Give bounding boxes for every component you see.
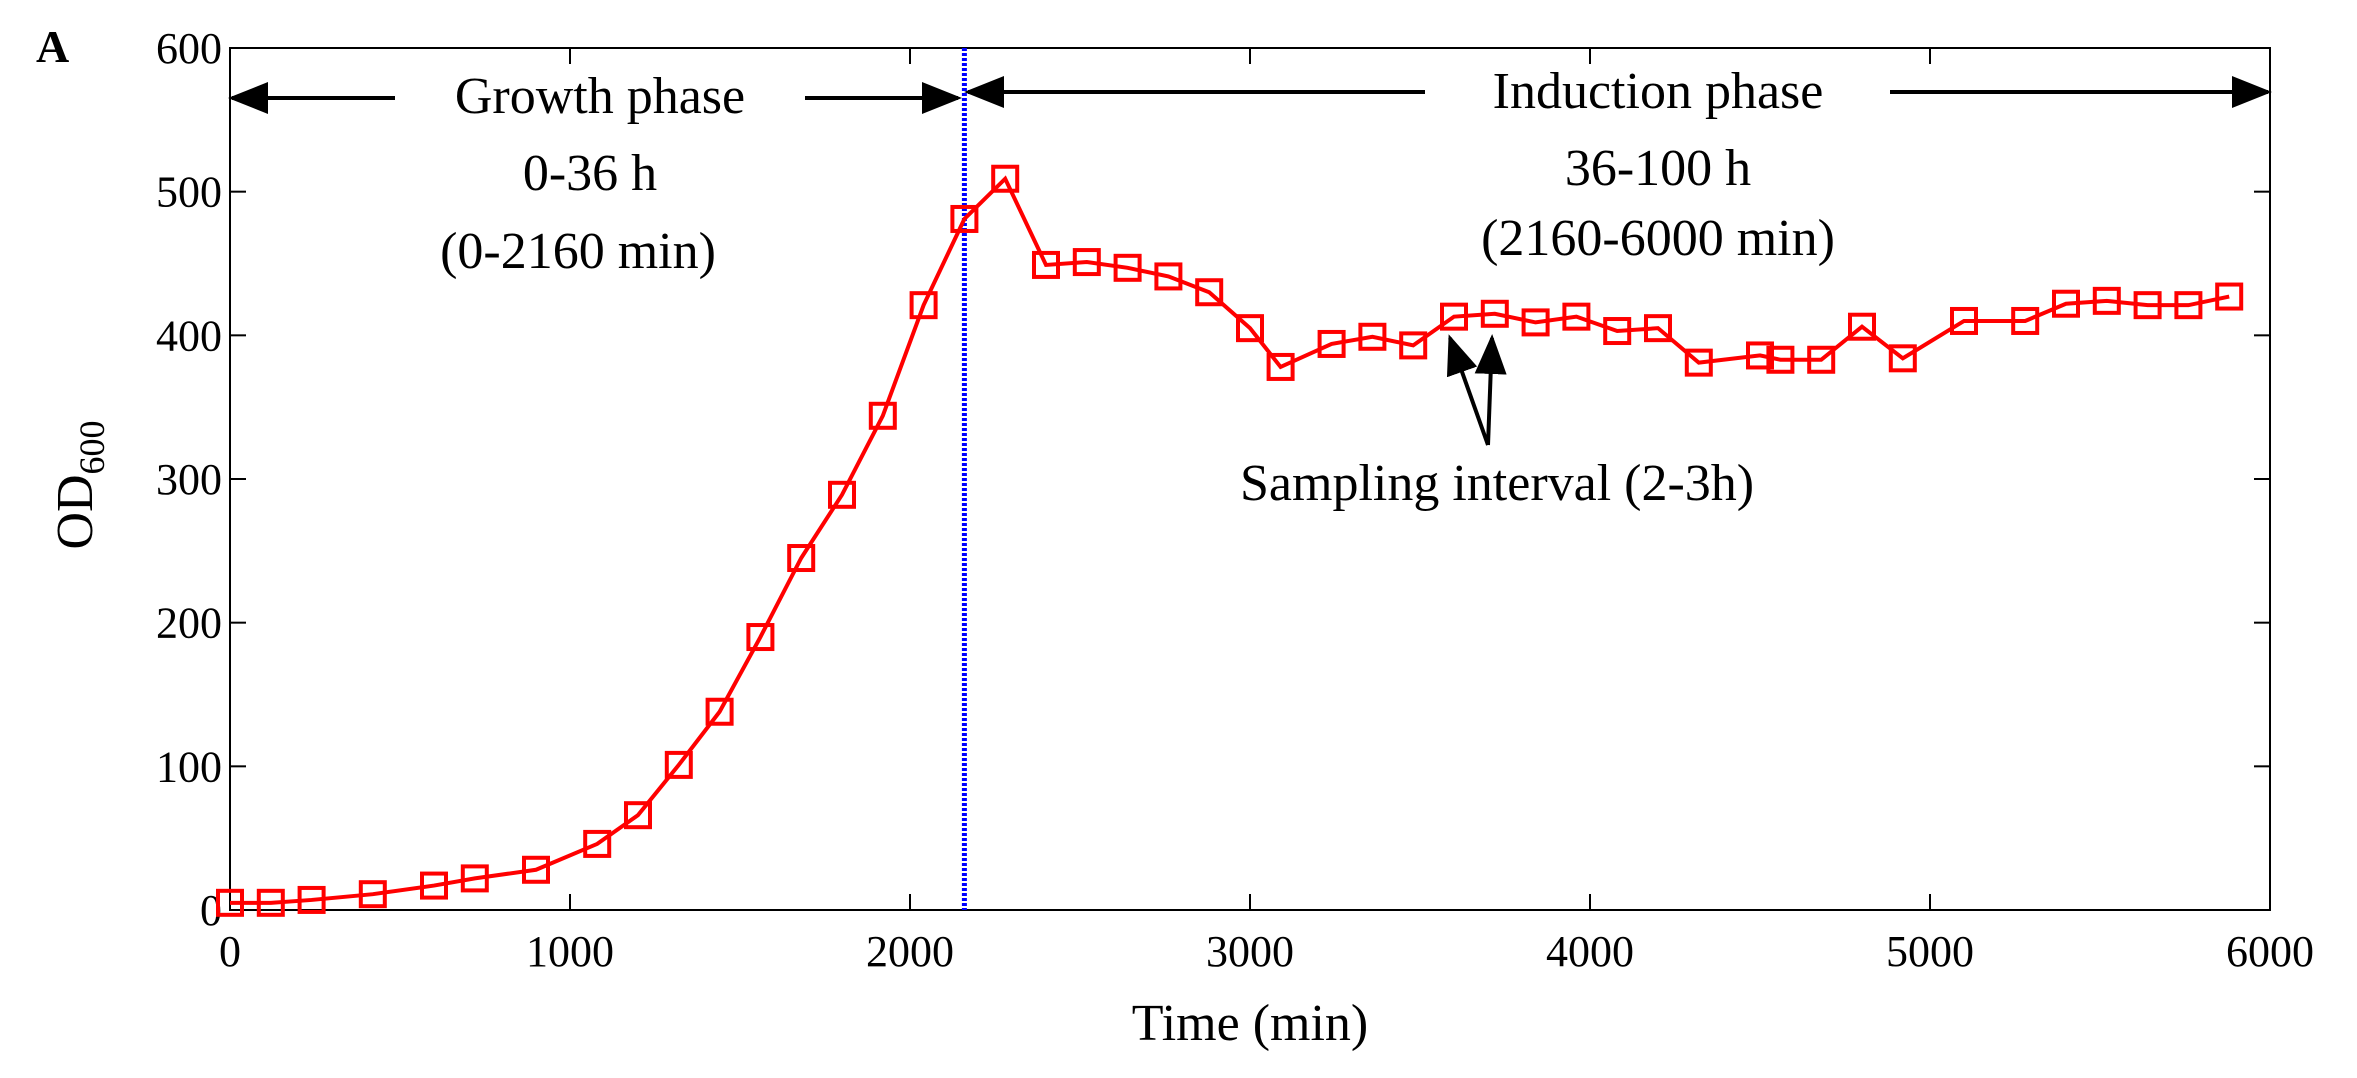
data-point [1684, 348, 1713, 377]
x-axis-title: Time (min) [1132, 995, 1368, 1052]
data-point [1521, 308, 1550, 337]
data-point [256, 888, 285, 917]
data-point [358, 880, 387, 909]
y-tick-label: 100 [156, 742, 222, 791]
data-point [2052, 289, 2080, 318]
data-point [2215, 282, 2244, 311]
y-tick-label: 200 [156, 599, 222, 648]
data-point [991, 164, 1020, 193]
data-point [1746, 341, 1774, 370]
data-point [2133, 291, 2162, 320]
axis-ticks [229, 47, 2271, 911]
data-point [1236, 314, 1264, 343]
sampling-interval-label: Sampling interval (2-3h) [1240, 455, 1754, 512]
induction-phase-minutes: (2160-6000 min) [1481, 210, 1835, 267]
data-point [1603, 317, 1632, 346]
data-point [1766, 345, 1795, 374]
data-series [216, 164, 2244, 917]
growth-phase-minutes: (0-2160 min) [440, 223, 716, 280]
data-point [2092, 286, 2121, 315]
x-tick-label: 2000 [866, 927, 954, 976]
x-tick-label: 6000 [2226, 927, 2314, 976]
data-point [1399, 331, 1428, 360]
y-axis-title: OD600 [47, 420, 112, 549]
induction-phase-label: Induction phase [1493, 63, 1824, 120]
data-point [1154, 262, 1183, 291]
data-point [1562, 302, 1591, 331]
growth-phase-label: Growth phase [455, 68, 745, 125]
x-tick-label: 5000 [1886, 927, 1974, 976]
sampling-arrow-1 [1446, 334, 1490, 446]
data-point [522, 855, 550, 884]
data-point [1440, 302, 1468, 331]
data-point [1950, 306, 1978, 335]
sampling-arrow-2 [1474, 334, 1507, 446]
y-tick-label: 500 [156, 168, 222, 217]
data-point [2174, 291, 2203, 320]
panel-label: A [36, 21, 69, 72]
data-point [1195, 278, 1224, 307]
series-line [230, 175, 2230, 905]
data-point [420, 871, 448, 900]
growth-phase-hours: 0-36 h [523, 145, 657, 202]
data-point [828, 480, 856, 509]
data-point [297, 885, 326, 914]
y-tick-label: 400 [156, 311, 222, 360]
data-point [216, 888, 244, 917]
x-tick-label: 0 [219, 927, 241, 976]
data-point [664, 750, 693, 779]
data-point [746, 623, 775, 652]
data-point [1317, 329, 1346, 358]
data-point [1358, 322, 1387, 351]
x-tick-label: 4000 [1546, 927, 1634, 976]
data-point [787, 544, 816, 573]
data-point [1848, 312, 1876, 341]
data-point [460, 864, 489, 893]
data-point [1113, 253, 1142, 282]
data-point [1807, 345, 1836, 374]
x-tick-labels: 0 1000 2000 3000 4000 5000 6000 [219, 927, 2314, 976]
induction-phase-hours: 36-100 h [1565, 140, 1751, 197]
data-point [950, 204, 979, 233]
data-point [624, 801, 652, 830]
y-tick-label: 600 [156, 24, 222, 73]
data-point [909, 291, 938, 320]
y-axis-title-main: OD [47, 474, 104, 549]
x-tick-label: 1000 [526, 927, 614, 976]
data-point [583, 829, 612, 858]
data-point [1032, 250, 1060, 279]
data-point [2011, 306, 2040, 335]
data-point [705, 697, 734, 726]
data-point [1072, 248, 1101, 277]
y-tick-label: 300 [156, 455, 222, 504]
x-tick-label: 3000 [1206, 927, 1294, 976]
y-axis-title-subscript: 600 [72, 420, 112, 474]
data-point [1266, 352, 1295, 381]
data-point [1644, 314, 1672, 343]
data-point [1888, 344, 1917, 373]
data-point [868, 401, 897, 430]
data-point [1480, 299, 1509, 328]
